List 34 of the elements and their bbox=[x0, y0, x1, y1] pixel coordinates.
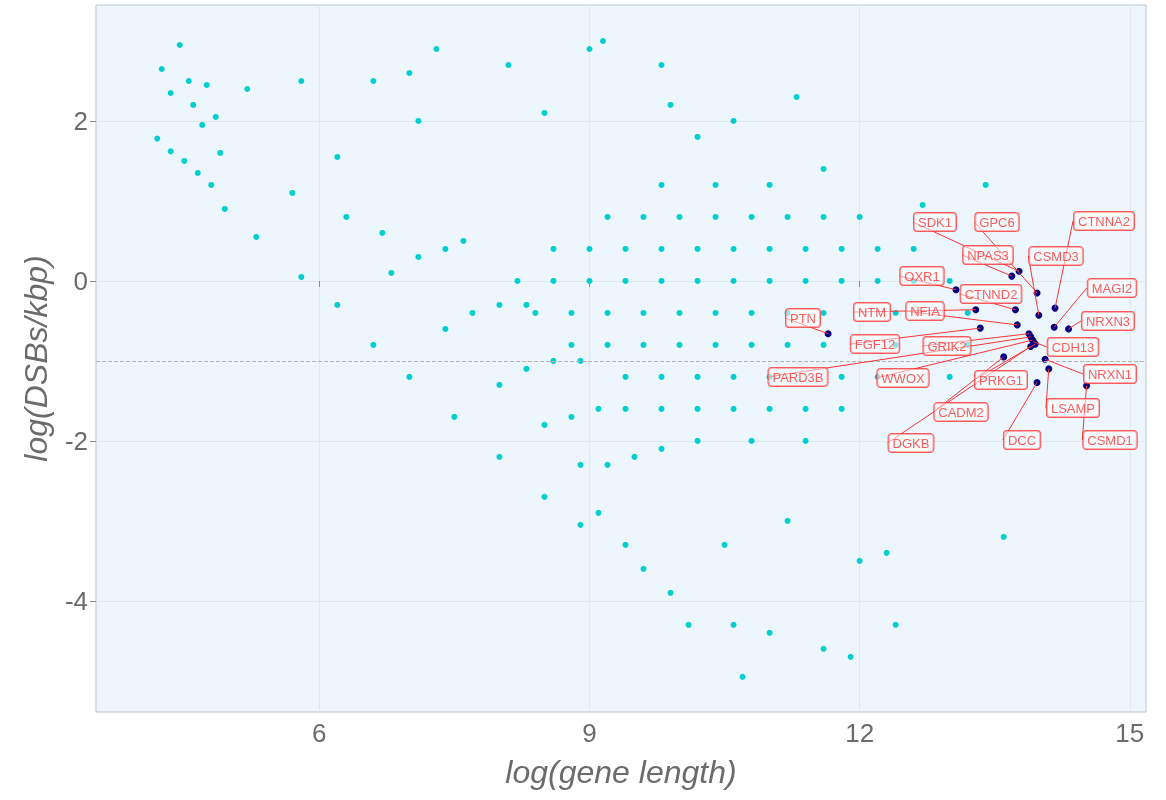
x-tick-label: 12 bbox=[845, 718, 875, 748]
annotation: SDK1 bbox=[918, 214, 952, 230]
annotation: LSAMP bbox=[1050, 400, 1096, 416]
annotation: NTM bbox=[857, 304, 887, 320]
annotation: CTNND2 bbox=[964, 286, 1018, 302]
annotation: WWOX bbox=[881, 370, 925, 386]
annotation: CTNNA2 bbox=[1077, 213, 1131, 229]
y-tick-label: 0 bbox=[73, 265, 88, 296]
annotation: NPAS3 bbox=[967, 247, 1009, 263]
y-tick-label: -4 bbox=[64, 585, 88, 616]
x-axis-title: log(gene length) bbox=[505, 754, 737, 790]
annotation: GPC6 bbox=[979, 214, 1015, 230]
annotation: DCC bbox=[1007, 432, 1037, 448]
x-tick-label: 6 bbox=[312, 718, 327, 748]
annotation: GRIK2 bbox=[927, 338, 967, 354]
y-axis-title: log(DSBs/kbp) bbox=[18, 255, 54, 462]
annotation: PTN bbox=[790, 310, 816, 326]
annotation: CSMD3 bbox=[1033, 248, 1079, 264]
annotation: DGKB bbox=[892, 435, 930, 451]
annotation: PRKG1 bbox=[978, 372, 1024, 388]
annotation: NRXN3 bbox=[1085, 313, 1131, 329]
annotation: CSMD1 bbox=[1087, 432, 1133, 448]
annotation: NFIA bbox=[910, 303, 941, 319]
annotation: MAGI2 bbox=[1091, 280, 1133, 296]
y-tick-label: 2 bbox=[73, 105, 88, 136]
annotation: OXR1 bbox=[904, 268, 940, 284]
y-tick-label: -2 bbox=[64, 425, 88, 456]
annotation: NRXN1 bbox=[1087, 366, 1133, 382]
x-tick-label: 15 bbox=[1115, 718, 1145, 748]
annotation: FGF12 bbox=[854, 336, 896, 352]
x-tick-label: 9 bbox=[582, 718, 597, 748]
annotation: CADM2 bbox=[938, 404, 984, 420]
annotation: PARD3B bbox=[772, 369, 824, 385]
annotation: CDH13 bbox=[1051, 339, 1095, 355]
